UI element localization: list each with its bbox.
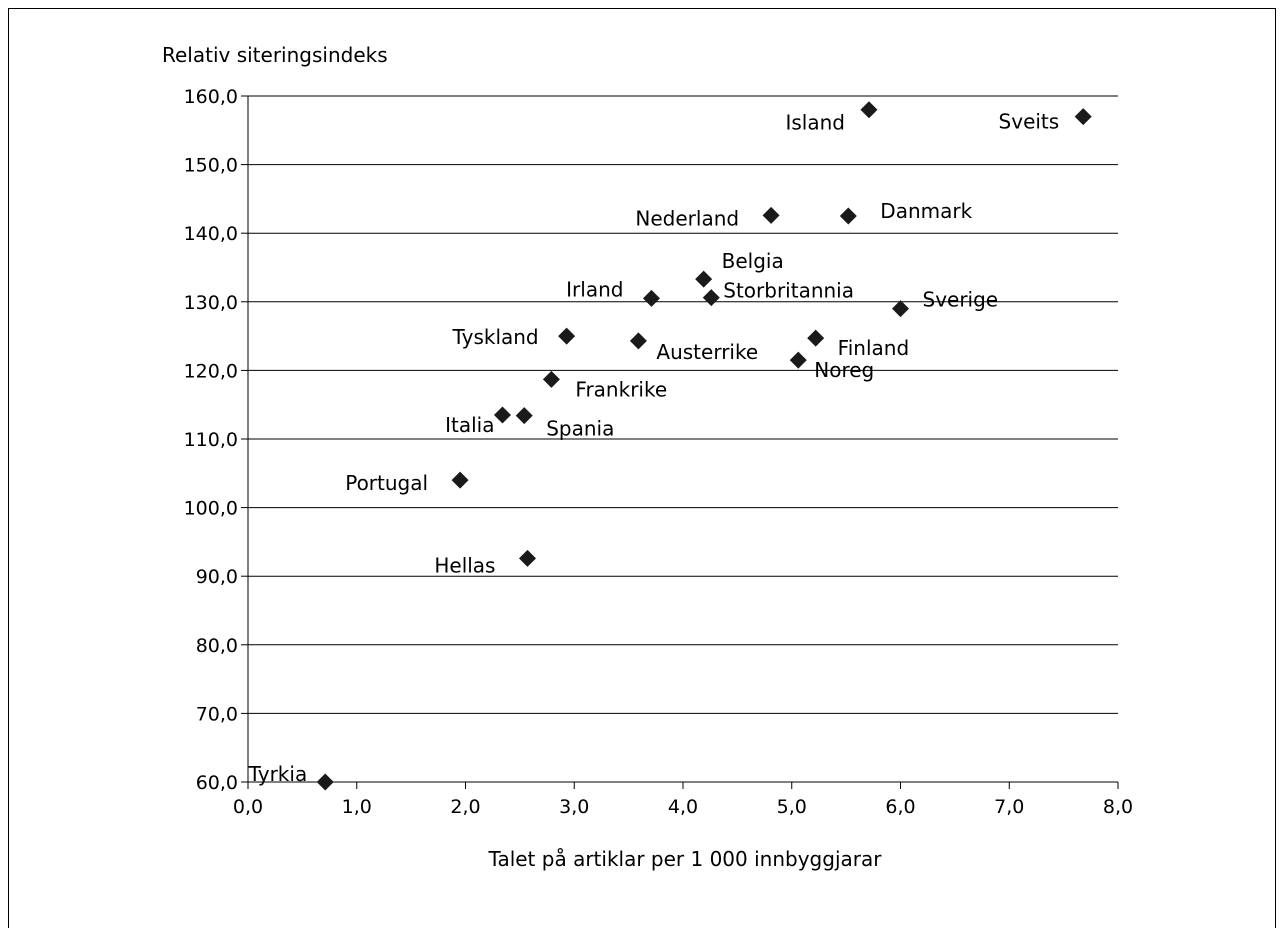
point-label-finland: Finland bbox=[838, 336, 909, 360]
point-label-noreg: Noreg bbox=[814, 358, 874, 382]
x-tick-label: 2,0 bbox=[450, 796, 480, 818]
x-tick-label: 8,0 bbox=[1103, 796, 1133, 818]
y-tick-label: 60,0 bbox=[196, 772, 238, 794]
x-tick-label: 4,0 bbox=[668, 796, 698, 818]
x-tick-label: 5,0 bbox=[777, 796, 807, 818]
axes bbox=[241, 95, 1119, 789]
x-tick-label: 3,0 bbox=[559, 796, 589, 818]
point-label-sveits: Sveits bbox=[999, 110, 1060, 134]
x-tick-label: 7,0 bbox=[994, 796, 1024, 818]
y-tick-label: 70,0 bbox=[196, 703, 238, 725]
point-label-frankrike: Frankrike bbox=[575, 377, 667, 401]
y-axis-title: Relativ siteringsindeks bbox=[162, 43, 388, 67]
x-tick-label: 6,0 bbox=[885, 796, 915, 818]
y-tick-label: 140,0 bbox=[184, 223, 238, 245]
gridlines bbox=[248, 95, 1118, 783]
point-label-danmark: Danmark bbox=[880, 199, 972, 223]
point-label-hellas: Hellas bbox=[434, 553, 495, 577]
point-sverige bbox=[892, 300, 909, 318]
data-points bbox=[316, 101, 1092, 791]
y-tick-label: 110,0 bbox=[184, 429, 238, 451]
point-label-storbritannia: Storbritannia bbox=[723, 279, 854, 303]
point-spania bbox=[515, 407, 533, 425]
point-label-austerrike: Austerrike bbox=[656, 340, 758, 364]
y-tick-label: 120,0 bbox=[184, 360, 238, 382]
point-label-tyskland: Tyskland bbox=[452, 325, 539, 349]
point-danmark bbox=[839, 207, 857, 225]
point-tyrkia bbox=[316, 773, 334, 791]
y-tick-label: 90,0 bbox=[196, 566, 238, 588]
point-label-tyrkia: Tyrkia bbox=[248, 762, 308, 786]
point-label-portugal: Portugal bbox=[345, 471, 428, 495]
point-italia bbox=[493, 406, 511, 424]
x-tick-label: 1,0 bbox=[342, 796, 372, 818]
point-belgia bbox=[695, 270, 713, 288]
point-frankrike bbox=[542, 370, 560, 388]
point-label-nederland: Nederland bbox=[635, 206, 739, 230]
point-portugal bbox=[451, 471, 469, 489]
y-tick-label: 150,0 bbox=[184, 155, 238, 177]
point-label-irland: Irland bbox=[566, 277, 623, 301]
point-austerrike bbox=[629, 332, 647, 350]
y-tick-label: 80,0 bbox=[196, 635, 238, 657]
point-island bbox=[860, 101, 878, 119]
point-nederland bbox=[762, 206, 780, 224]
y-tick-labels: 60,0 70,0 80,0 90,0 100,0 110,0 120,0 130,0 140,… bbox=[184, 86, 238, 794]
point-hellas bbox=[518, 549, 536, 567]
point-irland bbox=[642, 289, 660, 307]
point-sveits bbox=[1074, 108, 1092, 126]
point-label-island: Island bbox=[785, 111, 845, 135]
point-storbritannia bbox=[702, 289, 720, 307]
point-label-sverige: Sverige bbox=[923, 288, 999, 312]
point-label-belgia: Belgia bbox=[722, 249, 784, 273]
point-labels: Island Sveits Nederland Danmark Belgia Irland… bbox=[248, 110, 1060, 786]
y-tick-label: 160,0 bbox=[184, 86, 238, 108]
point-tyskland bbox=[558, 327, 576, 345]
x-tick-labels: 0,0 1,0 2,0 3,0 4,0 5,0 6,0 7,0 8,0 bbox=[233, 796, 1133, 818]
point-finland bbox=[807, 329, 825, 347]
point-label-spania: Spania bbox=[546, 417, 614, 441]
point-label-italia: Italia bbox=[445, 413, 494, 437]
y-tick-label: 130,0 bbox=[184, 292, 238, 314]
x-axis-title: Talet på artiklar per 1 000 innbyggjarar bbox=[488, 847, 883, 871]
chart-frame bbox=[8, 8, 1276, 928]
point-noreg bbox=[789, 351, 807, 369]
x-tick-label: 0,0 bbox=[233, 796, 263, 818]
y-tick-label: 100,0 bbox=[184, 498, 238, 520]
